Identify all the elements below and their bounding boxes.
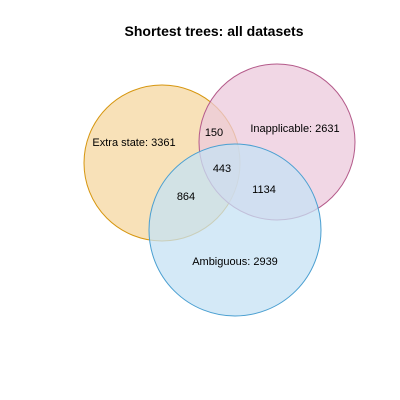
extra-inapplicable-overlap-label: 150 [205, 127, 223, 139]
chart-title: Shortest trees: all datasets [125, 23, 304, 39]
inapplicable-ambiguous-overlap-label: 1134 [252, 184, 276, 196]
ambiguous-label: Ambiguous: 2939 [192, 256, 278, 268]
all-three-overlap-label: 443 [213, 163, 231, 175]
extra-ambiguous-overlap-label: 864 [177, 191, 195, 203]
venn-circles [83, 63, 356, 317]
extra-state-label: Extra state: 3361 [92, 137, 175, 149]
inapplicable-label: Inapplicable: 2631 [250, 123, 339, 135]
venn-labels: Extra state: 3361 Inapplicable: 2631 Amb… [92, 123, 339, 268]
ambiguous-circle [148, 143, 322, 317]
